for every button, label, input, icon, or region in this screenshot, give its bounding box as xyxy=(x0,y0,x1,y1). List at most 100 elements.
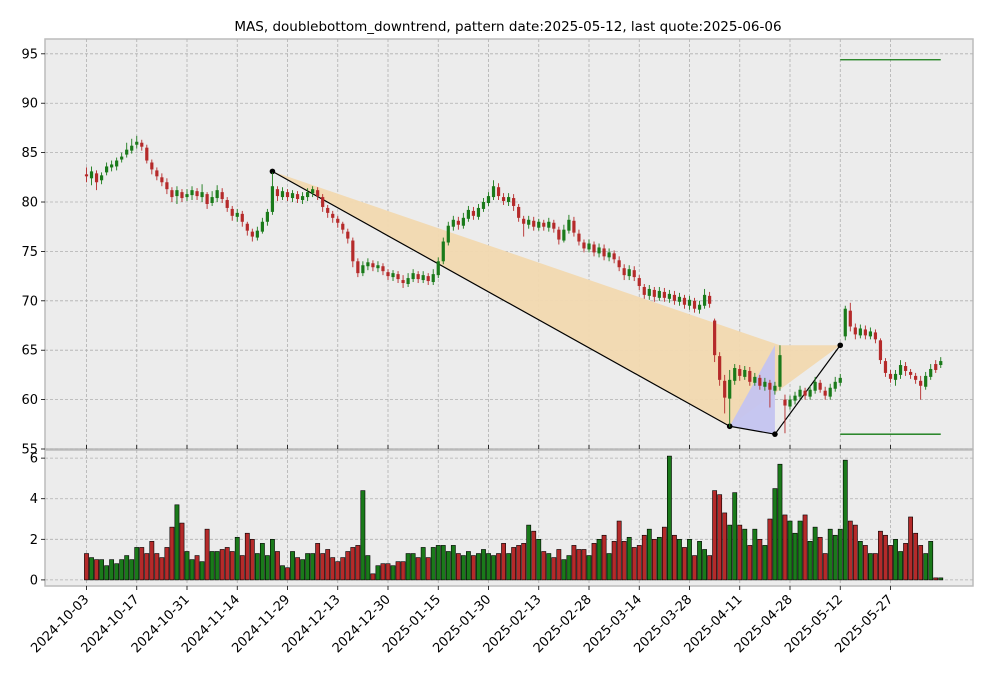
volume-bar xyxy=(918,545,924,581)
candle-body xyxy=(637,278,641,286)
candle-body xyxy=(597,247,601,254)
volume-bar xyxy=(837,528,843,581)
volume-bar xyxy=(707,555,712,581)
candle-body xyxy=(396,274,400,280)
volume-bar xyxy=(305,553,310,581)
candle-body xyxy=(391,273,395,278)
candle-body xyxy=(260,221,264,232)
candle-body xyxy=(682,297,687,305)
candle-body xyxy=(300,196,305,201)
candle-body xyxy=(351,240,355,262)
candle-body xyxy=(888,373,893,379)
volume-bar xyxy=(209,551,215,581)
volume-bar xyxy=(430,547,436,581)
volume-bar xyxy=(656,536,662,581)
candle-body xyxy=(200,192,204,198)
volume-bar xyxy=(687,539,692,581)
candle-body xyxy=(582,242,586,249)
candle-body xyxy=(270,186,275,212)
volume-bar xyxy=(460,555,466,581)
volume-bar xyxy=(134,547,140,581)
volume-bar xyxy=(159,557,165,581)
price-panel xyxy=(44,38,974,450)
candle-body xyxy=(702,294,707,306)
candle-body xyxy=(627,269,631,277)
candle-body xyxy=(180,192,184,199)
candle-body xyxy=(728,379,732,399)
candle-body xyxy=(175,190,179,197)
volume-ytick-label: 6 xyxy=(30,452,38,467)
candle-body xyxy=(316,190,320,197)
volume-bar xyxy=(481,549,486,581)
candle-body xyxy=(401,280,405,284)
volume-bar xyxy=(164,547,170,581)
volume-bar xyxy=(335,561,341,581)
candle-body xyxy=(748,370,752,382)
price-y-axis: 55 60 65 70 75 80 85 90 95 xyxy=(21,47,45,458)
volume-bar xyxy=(762,545,768,581)
candle-body xyxy=(195,191,199,197)
candle-body xyxy=(356,261,360,274)
candle-body xyxy=(903,366,908,371)
volume-bar xyxy=(119,559,125,581)
volume-bar xyxy=(697,541,702,581)
volume-bar xyxy=(526,524,532,581)
candle-body xyxy=(753,376,757,383)
volume-bar xyxy=(249,539,255,581)
candle-body xyxy=(381,266,385,272)
candle-body xyxy=(240,213,244,222)
candle-body xyxy=(336,218,340,223)
candle-body xyxy=(577,233,581,242)
candle-body xyxy=(808,389,812,397)
volume-bar xyxy=(300,559,305,581)
candle-body xyxy=(456,220,460,225)
candle-body xyxy=(823,390,827,396)
volume-ytick-label: 4 xyxy=(30,492,38,507)
pattern-overlay xyxy=(269,168,844,437)
candle-body xyxy=(733,367,737,381)
volume-bar xyxy=(229,551,235,581)
volume-bar xyxy=(561,559,567,581)
volume-bar xyxy=(888,545,893,581)
volume-bar xyxy=(264,555,270,581)
volume-bar xyxy=(908,516,913,581)
candle-body xyxy=(466,209,470,219)
volume-bar xyxy=(536,539,542,581)
volume-bar xyxy=(576,549,582,581)
candle-body xyxy=(205,194,209,204)
candle-body xyxy=(311,189,315,194)
candle-body xyxy=(371,263,375,268)
candle-body xyxy=(697,304,702,310)
candle-body xyxy=(587,243,591,250)
volume-bar xyxy=(144,553,150,581)
volume-bar xyxy=(893,539,898,581)
price-ytick-label: 85 xyxy=(21,146,38,161)
candle-body xyxy=(828,387,832,397)
volume-bar xyxy=(611,541,617,581)
candle-body xyxy=(486,196,491,203)
candle-body xyxy=(934,364,938,370)
volume-bar xyxy=(636,545,642,581)
volume-bar xyxy=(99,559,104,581)
volume-bar xyxy=(712,490,718,581)
candle-body xyxy=(833,381,837,389)
volume-bar xyxy=(546,553,552,581)
volume-bar xyxy=(938,577,944,581)
volume-bar xyxy=(425,557,431,581)
candle-body xyxy=(517,206,521,218)
candle-body xyxy=(662,291,666,298)
candle-body xyxy=(160,177,164,183)
volume-bar xyxy=(124,555,130,581)
volume-bar xyxy=(370,573,376,581)
pattern-point xyxy=(837,342,844,349)
volume-bar xyxy=(440,545,446,581)
candle-body xyxy=(89,171,94,179)
volume-bar xyxy=(501,543,506,581)
price-ytick-label: 65 xyxy=(21,344,38,359)
candle-body xyxy=(818,382,822,390)
volume-bar xyxy=(842,459,848,581)
candle-body xyxy=(250,231,254,237)
volume-bar xyxy=(903,543,908,581)
candle-body xyxy=(376,265,380,269)
volume-bar xyxy=(486,553,491,581)
